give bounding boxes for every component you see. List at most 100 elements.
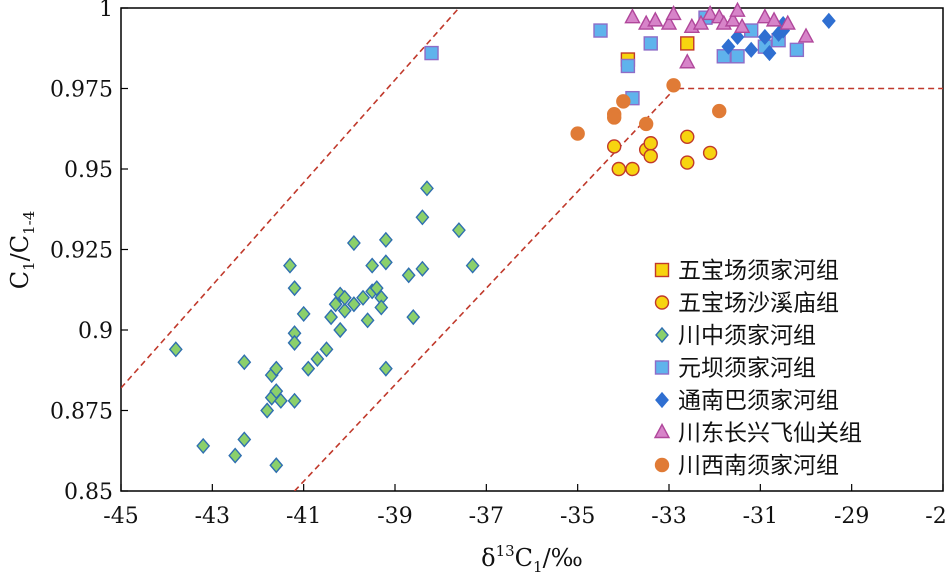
series-1 <box>607 129 718 177</box>
x-tick-label: -39 <box>377 504 412 529</box>
data-point <box>779 14 796 30</box>
data-point <box>757 28 772 46</box>
data-point <box>424 45 439 61</box>
series-4 <box>721 12 836 62</box>
data-point <box>611 161 626 177</box>
y-tick-label: 0.875 <box>50 400 113 425</box>
data-point <box>721 38 736 55</box>
y-axis-title-sub1: 1 <box>20 261 38 271</box>
legend-marker <box>654 360 670 375</box>
data-point <box>680 155 695 170</box>
data-points <box>168 1 836 474</box>
data-point <box>789 42 805 58</box>
data-point <box>756 8 774 24</box>
data-point <box>643 136 658 151</box>
data-point <box>465 257 480 274</box>
data-point <box>616 94 631 109</box>
data-point <box>620 58 636 74</box>
data-point <box>729 1 746 17</box>
legend-label: 五宝场沙溪庙组 <box>678 291 839 317</box>
y-tick-label: 0.925 <box>50 239 113 264</box>
data-point <box>168 341 183 358</box>
data-point <box>666 78 681 93</box>
x-tick-label: -27 <box>925 504 948 529</box>
y-tick-label: 0.975 <box>50 78 113 103</box>
data-point <box>730 28 745 46</box>
x-tick-label: -29 <box>834 504 869 529</box>
data-point <box>374 299 389 316</box>
data-point <box>712 103 727 119</box>
plot-frame <box>120 7 944 492</box>
y-axis-title-mid: /C <box>6 235 34 261</box>
data-point <box>415 209 430 226</box>
data-point <box>665 4 682 21</box>
data-point <box>337 302 352 319</box>
x-tick-label: -35 <box>560 504 595 529</box>
data-point <box>744 41 759 58</box>
data-point <box>346 234 361 252</box>
data-point <box>730 49 745 64</box>
data-point <box>692 14 710 30</box>
data-point <box>821 12 836 29</box>
x-tick-label: -37 <box>469 504 504 529</box>
legend: 五宝场须家河组五宝场沙溪庙组川中须家河组元坝须家河组通南巴须家河组川东长兴飞仙关… <box>653 258 862 479</box>
data-point <box>273 392 288 409</box>
data-point <box>733 17 751 34</box>
legend-marker <box>655 326 669 344</box>
legend-label: 通南巴须家河组 <box>678 388 839 414</box>
data-point <box>333 321 348 339</box>
legend-label: 五宝场须家河组 <box>678 258 839 284</box>
data-point <box>301 360 316 377</box>
data-point <box>765 11 783 27</box>
data-point <box>360 312 375 329</box>
x-axis-title-tail: /‰ <box>543 544 583 572</box>
data-point <box>797 27 815 43</box>
legend-label: 川东长兴飞仙关组 <box>678 421 862 447</box>
data-point <box>420 180 434 197</box>
data-point <box>643 148 658 164</box>
data-point <box>415 260 430 277</box>
data-point <box>679 53 696 69</box>
data-point <box>593 23 608 38</box>
data-point <box>356 289 370 306</box>
x-tick-label: -45 <box>103 504 138 529</box>
data-point <box>310 350 325 368</box>
data-point <box>228 447 243 464</box>
legend-label: 元坝须家河组 <box>678 356 816 382</box>
data-point <box>287 280 302 297</box>
data-point <box>378 360 393 377</box>
y-axis-title-base: C <box>6 271 34 289</box>
y-tick-label: 0.95 <box>64 158 113 183</box>
x-axis-title-mid: C <box>515 544 533 572</box>
data-point <box>365 257 380 274</box>
legend-marker <box>654 295 670 310</box>
reference-line-0 <box>121 8 460 389</box>
data-point <box>287 392 302 409</box>
data-point <box>378 254 393 271</box>
x-tick-label: -43 <box>195 504 230 529</box>
data-point <box>296 305 311 322</box>
y-axis-title: C1/C1-4 <box>6 211 38 290</box>
data-point <box>647 11 664 27</box>
data-point <box>702 145 718 161</box>
data-point <box>406 309 421 326</box>
data-point <box>337 289 352 306</box>
data-point <box>346 296 361 313</box>
x-axis-title-sub: 1 <box>533 558 543 576</box>
data-point <box>260 402 275 419</box>
data-point <box>196 437 211 454</box>
data-point <box>237 431 252 448</box>
x-tick-label: -31 <box>743 504 778 529</box>
data-point <box>660 14 678 30</box>
data-point <box>283 257 297 274</box>
y-tick-label: 0.85 <box>64 480 113 505</box>
data-point <box>724 11 742 27</box>
legend-marker <box>653 423 671 439</box>
legend-label: 川西南须家河组 <box>678 453 839 479</box>
data-point <box>607 139 622 154</box>
data-point <box>237 354 252 371</box>
data-point <box>680 129 695 145</box>
data-point <box>701 4 719 21</box>
legend-marker <box>654 262 670 278</box>
